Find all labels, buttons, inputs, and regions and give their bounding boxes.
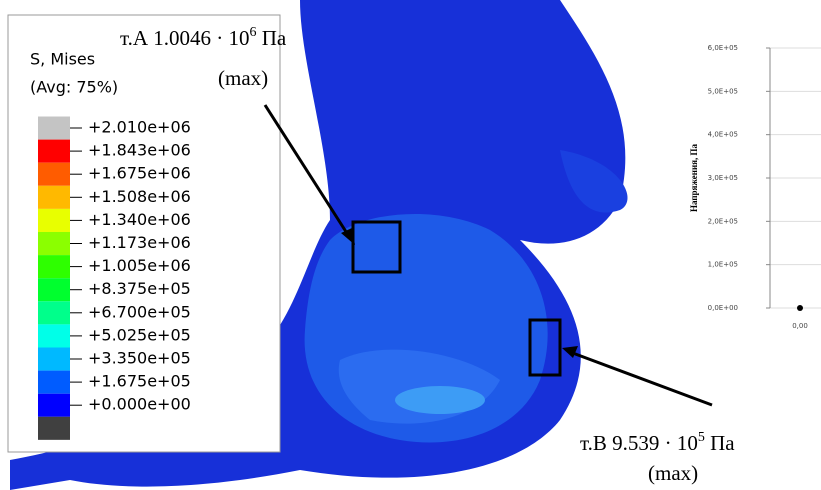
legend-label: +1.843e+06	[88, 141, 191, 160]
legend-swatch	[38, 417, 70, 440]
legend-swatch	[38, 186, 70, 209]
annotation-note: (max)	[218, 66, 268, 90]
legend-swatch	[38, 394, 70, 417]
legend-swatch	[38, 255, 70, 278]
legend-swatch	[38, 117, 70, 140]
legend-swatch	[38, 163, 70, 186]
annotation-exponent: 5	[698, 430, 705, 445]
annotation-text: т.В 9.539 · 10	[580, 431, 698, 455]
legend-label: +1.675e+05	[88, 372, 191, 391]
annotation-unit: Па	[257, 26, 287, 50]
annotation-exponent: 6	[250, 25, 257, 40]
legend-label: +5.025e+05	[88, 325, 191, 344]
x-tick-label: 0,00	[792, 322, 808, 330]
legend-label: +0.000e+00	[88, 395, 191, 414]
annotation: т.В 9.539 · 105 Па	[580, 430, 735, 455]
legend-label: +1.005e+06	[88, 256, 191, 275]
legend-swatch	[38, 324, 70, 347]
y-axis-label: Напряжения, Па	[689, 143, 699, 212]
data-point	[797, 305, 803, 311]
legend-swatch	[38, 278, 70, 301]
legend-swatch	[38, 301, 70, 324]
inset-background	[680, 30, 821, 350]
legend-label: +1.675e+06	[88, 164, 191, 183]
figure: S, Mises (Avg: 75%) +2.010e+06 +1.843e+06…	[0, 0, 821, 490]
legend-label: +1.508e+06	[88, 187, 191, 206]
annotation: т.А 1.0046 · 106 Па	[120, 25, 287, 50]
legend-label: +1.340e+06	[88, 210, 191, 229]
y-tick-label: 0,0E+00	[708, 304, 738, 312]
y-tick-label: 5,0E+05	[708, 87, 738, 95]
annotation-note: (max)	[648, 461, 698, 485]
legend-swatch	[38, 209, 70, 232]
y-tick-label: 4,0E+05	[708, 131, 738, 139]
y-tick-label: 1,0E+05	[708, 261, 738, 269]
annotation-unit: Па	[705, 431, 735, 455]
legend-swatch	[38, 371, 70, 394]
legend-label: +2.010e+06	[88, 118, 191, 137]
inset-chart: 0,0E+00 1,0E+05 2,0E+05 3,0E+05 4,0E+05 5,0E+…	[680, 30, 821, 350]
legend-swatch	[38, 140, 70, 163]
legend-subtitle: (Avg: 75%)	[30, 78, 118, 97]
y-tick-label: 2,0E+05	[708, 217, 738, 225]
legend-title: S, Mises	[30, 50, 95, 69]
y-tick-label: 3,0E+05	[708, 174, 738, 182]
legend-label: +8.375e+05	[88, 279, 191, 298]
legend-label: +1.173e+06	[88, 233, 191, 252]
legend-label: +3.350e+05	[88, 349, 191, 368]
legend-label: +6.700e+05	[88, 302, 191, 321]
arrow	[570, 352, 712, 405]
legend-swatch	[38, 232, 70, 255]
y-tick-label: 6,0E+05	[708, 44, 738, 52]
legend-swatch	[38, 348, 70, 371]
annotation-text: т.А 1.0046 · 10	[120, 26, 250, 50]
